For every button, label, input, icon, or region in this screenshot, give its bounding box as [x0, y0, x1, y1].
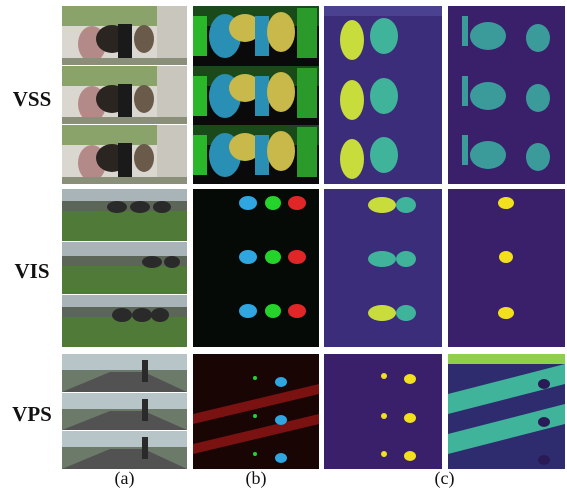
- vps-attention-map-2: [448, 354, 565, 469]
- column-label-b: (b): [245, 468, 267, 488]
- vss-feature-map: [193, 6, 319, 184]
- vis-attention-map-1: [324, 189, 442, 347]
- vss-rgb-frames: [62, 6, 187, 184]
- vis-feature-map: [193, 189, 319, 347]
- vps-attention-map-1: [324, 354, 442, 469]
- row-label-vis: VIS: [14, 259, 50, 283]
- vps-feature-map: [193, 354, 319, 469]
- row-label-vps: VPS: [12, 402, 52, 426]
- column-label-c: (c): [434, 468, 455, 488]
- vss-attention-map-2: [448, 6, 565, 184]
- vss-attention-map-1: [324, 6, 442, 184]
- vis-rgb-frames: [62, 189, 187, 347]
- row-label-vss: VSS: [12, 87, 52, 111]
- vis-attention-map-2: [448, 189, 565, 347]
- column-label-a: (a): [114, 468, 135, 488]
- vps-rgb-frames: [62, 354, 187, 469]
